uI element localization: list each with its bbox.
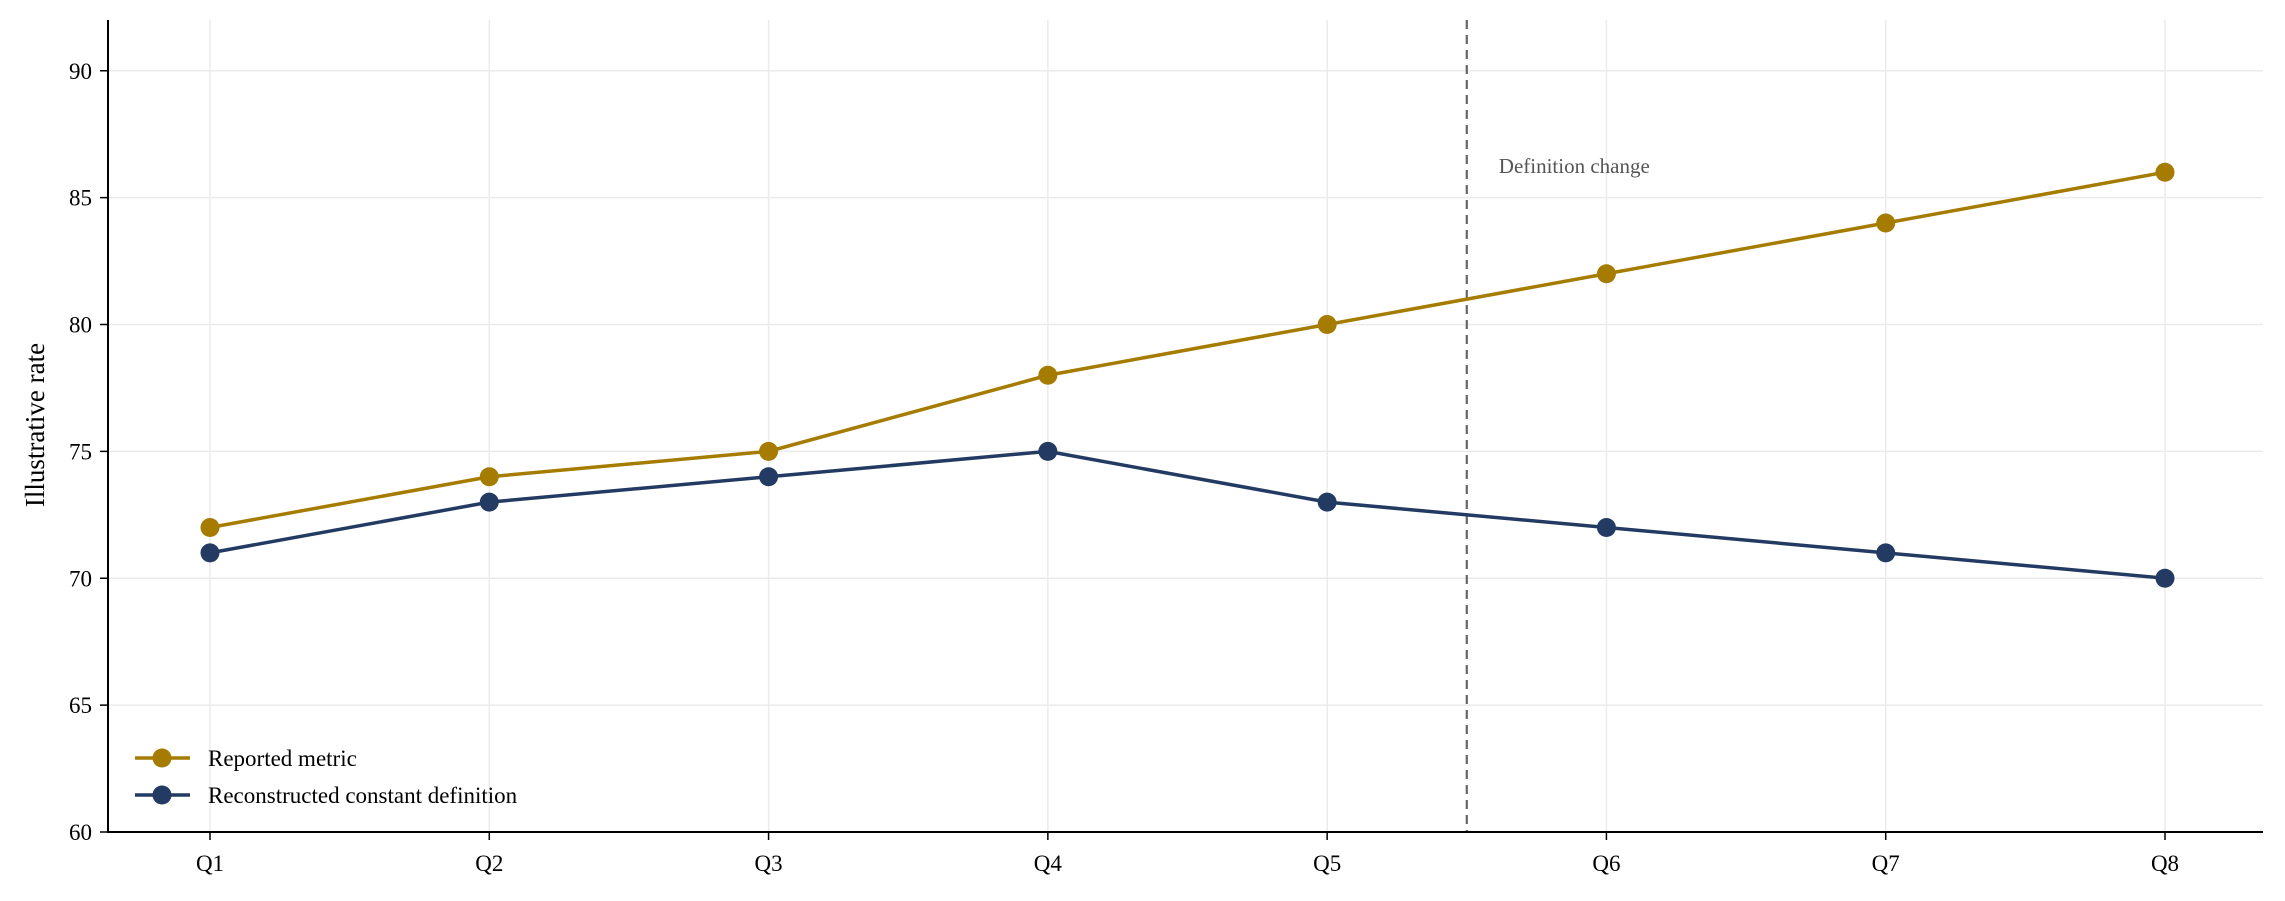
y-tick-label: 90 xyxy=(69,59,92,84)
event-marker: Definition change xyxy=(1465,20,1650,832)
definition-change-label: Definition change xyxy=(1499,154,1650,178)
x-tick-label: Q6 xyxy=(1592,851,1620,876)
legend-label: Reported metric xyxy=(208,746,357,771)
x-tick-label: Q5 xyxy=(1313,851,1341,876)
y-tick-label: 80 xyxy=(69,313,92,338)
y-tick-label: 65 xyxy=(69,693,92,718)
data-point xyxy=(200,543,220,563)
data-point xyxy=(479,467,499,487)
data-point xyxy=(479,492,499,512)
legend-marker xyxy=(152,748,172,768)
data-point xyxy=(1876,543,1896,563)
data-point xyxy=(1038,365,1058,385)
y-tick-label: 60 xyxy=(69,820,92,845)
legend: Reported metric Reconstructed constant de… xyxy=(135,746,518,808)
x-tick-label: Q8 xyxy=(2151,851,2179,876)
axes xyxy=(100,20,2263,840)
data-point xyxy=(200,518,220,537)
x-tick-label: Q1 xyxy=(196,851,224,876)
x-tick-label: Q3 xyxy=(755,851,783,876)
data-point xyxy=(1038,441,1058,461)
x-tick-label: Q2 xyxy=(475,851,503,876)
data-point xyxy=(2155,568,2175,588)
series-line-1 xyxy=(209,170,2166,530)
legend-label: Reconstructed constant definition xyxy=(208,783,518,808)
series-lines xyxy=(200,162,2175,588)
data-point xyxy=(1596,518,1616,537)
gridlines xyxy=(108,20,2263,832)
series-line-2 xyxy=(209,449,2166,580)
data-point xyxy=(1876,213,1896,233)
data-point xyxy=(1596,264,1616,284)
y-tick-label: 75 xyxy=(69,439,92,464)
y-axis-title: Illustrative rate xyxy=(20,343,50,507)
y-tick-label: 70 xyxy=(69,566,92,591)
data-point xyxy=(1317,492,1337,512)
data-point xyxy=(759,467,779,487)
tick-labels: 60 65 70 75 80 85 90 Q1 Q2 Q3 Q4 Q5 Q6 Q7 Q8 xyxy=(69,59,2179,876)
legend-marker xyxy=(152,785,172,805)
data-point xyxy=(759,441,779,461)
x-tick-label: Q4 xyxy=(1034,851,1063,876)
x-tick-label: Q7 xyxy=(1872,851,1900,876)
y-tick-label: 85 xyxy=(69,186,92,211)
data-point xyxy=(2155,162,2175,182)
data-point xyxy=(1317,315,1337,334)
